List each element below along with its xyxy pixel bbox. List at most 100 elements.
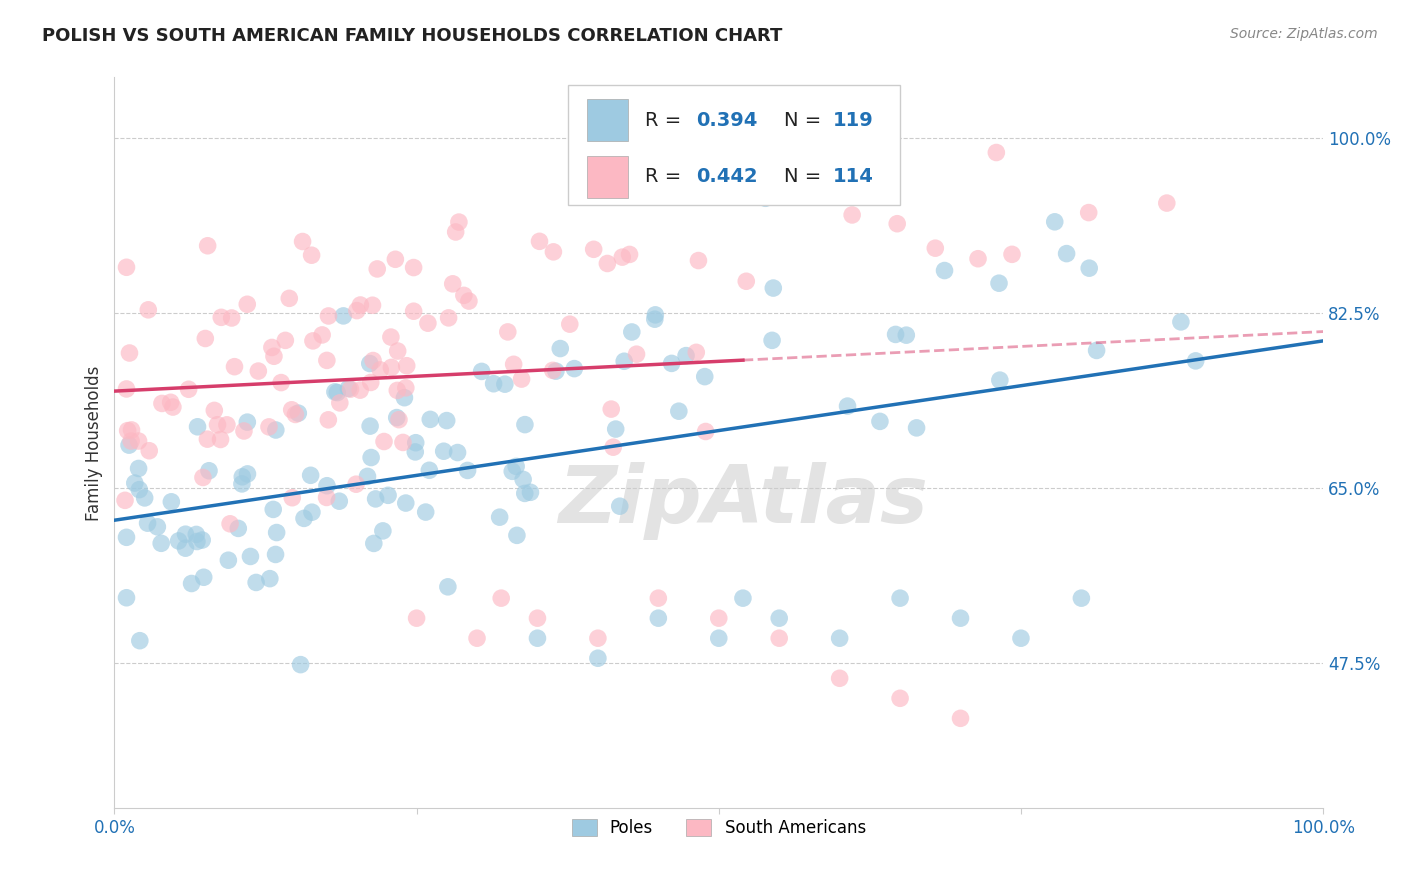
Point — [934, 263, 956, 277]
Point — [266, 525, 288, 540]
Point — [264, 423, 287, 437]
Point — [138, 443, 160, 458]
Point — [1056, 246, 1078, 260]
Point — [236, 467, 259, 481]
Point — [415, 505, 437, 519]
Point — [889, 591, 911, 606]
Point — [128, 633, 150, 648]
Point — [596, 256, 619, 270]
Point — [115, 382, 138, 396]
Point — [117, 424, 139, 438]
Point — [512, 472, 534, 486]
Point — [150, 536, 173, 550]
Point — [707, 611, 730, 625]
Point — [828, 671, 851, 685]
Point — [620, 325, 643, 339]
Point — [558, 317, 581, 331]
Point — [418, 463, 440, 477]
Point — [1078, 261, 1101, 276]
Point — [1070, 591, 1092, 606]
Point — [392, 435, 415, 450]
Point — [513, 486, 536, 500]
Point — [198, 464, 221, 478]
Point — [247, 364, 270, 378]
Point — [837, 399, 859, 413]
Point — [373, 434, 395, 449]
Point — [458, 294, 481, 309]
Point — [688, 253, 710, 268]
Point — [219, 516, 242, 531]
Point — [644, 308, 666, 322]
Point — [318, 309, 340, 323]
Point — [318, 413, 340, 427]
Point — [405, 435, 427, 450]
Point — [377, 488, 399, 502]
Point — [394, 391, 416, 405]
Point — [167, 533, 190, 548]
Point — [346, 303, 368, 318]
Point — [209, 433, 232, 447]
Point — [118, 438, 141, 452]
Point — [402, 304, 425, 318]
Point — [600, 402, 623, 417]
Point — [768, 611, 790, 625]
Point — [120, 434, 142, 448]
Point — [359, 419, 381, 434]
Point — [510, 372, 533, 386]
Point — [1156, 196, 1178, 211]
Point — [501, 464, 523, 478]
Text: N =: N = — [785, 111, 828, 129]
Text: 0.442: 0.442 — [696, 168, 758, 186]
Text: 119: 119 — [832, 111, 873, 129]
Point — [301, 248, 323, 262]
Point — [259, 572, 281, 586]
Point — [735, 274, 758, 288]
Point — [562, 361, 585, 376]
Point — [368, 363, 391, 377]
Point — [380, 360, 402, 375]
Point — [364, 491, 387, 506]
Point — [274, 334, 297, 348]
Point — [526, 631, 548, 645]
Point — [136, 516, 159, 531]
Point — [236, 415, 259, 429]
Point — [841, 208, 863, 222]
Point — [174, 541, 197, 556]
Point — [437, 580, 460, 594]
Point — [128, 483, 150, 497]
Point — [363, 536, 385, 550]
Point — [837, 157, 859, 171]
Point — [544, 364, 567, 378]
Point — [115, 530, 138, 544]
Point — [186, 534, 208, 549]
Text: 0.394: 0.394 — [696, 111, 758, 129]
Point — [270, 376, 292, 390]
Text: 114: 114 — [832, 168, 873, 186]
Point — [291, 235, 314, 249]
Point — [505, 459, 527, 474]
Point — [405, 611, 427, 625]
Point — [986, 145, 1008, 160]
Text: ZipAtlas: ZipAtlas — [558, 462, 928, 541]
Point — [1184, 354, 1206, 368]
Point — [260, 341, 283, 355]
Point — [191, 470, 214, 484]
Point — [380, 330, 402, 344]
FancyBboxPatch shape — [568, 85, 900, 205]
Point — [224, 359, 246, 374]
Point — [302, 334, 325, 348]
Point — [191, 533, 214, 547]
Point — [315, 353, 337, 368]
Point — [257, 420, 280, 434]
Point — [128, 434, 150, 448]
Point — [457, 463, 479, 477]
Point — [280, 402, 302, 417]
FancyBboxPatch shape — [588, 99, 628, 141]
Point — [668, 404, 690, 418]
Point — [146, 520, 169, 534]
Point — [217, 553, 239, 567]
Point — [278, 291, 301, 305]
Point — [177, 382, 200, 396]
Point — [526, 611, 548, 625]
Point — [292, 511, 315, 525]
